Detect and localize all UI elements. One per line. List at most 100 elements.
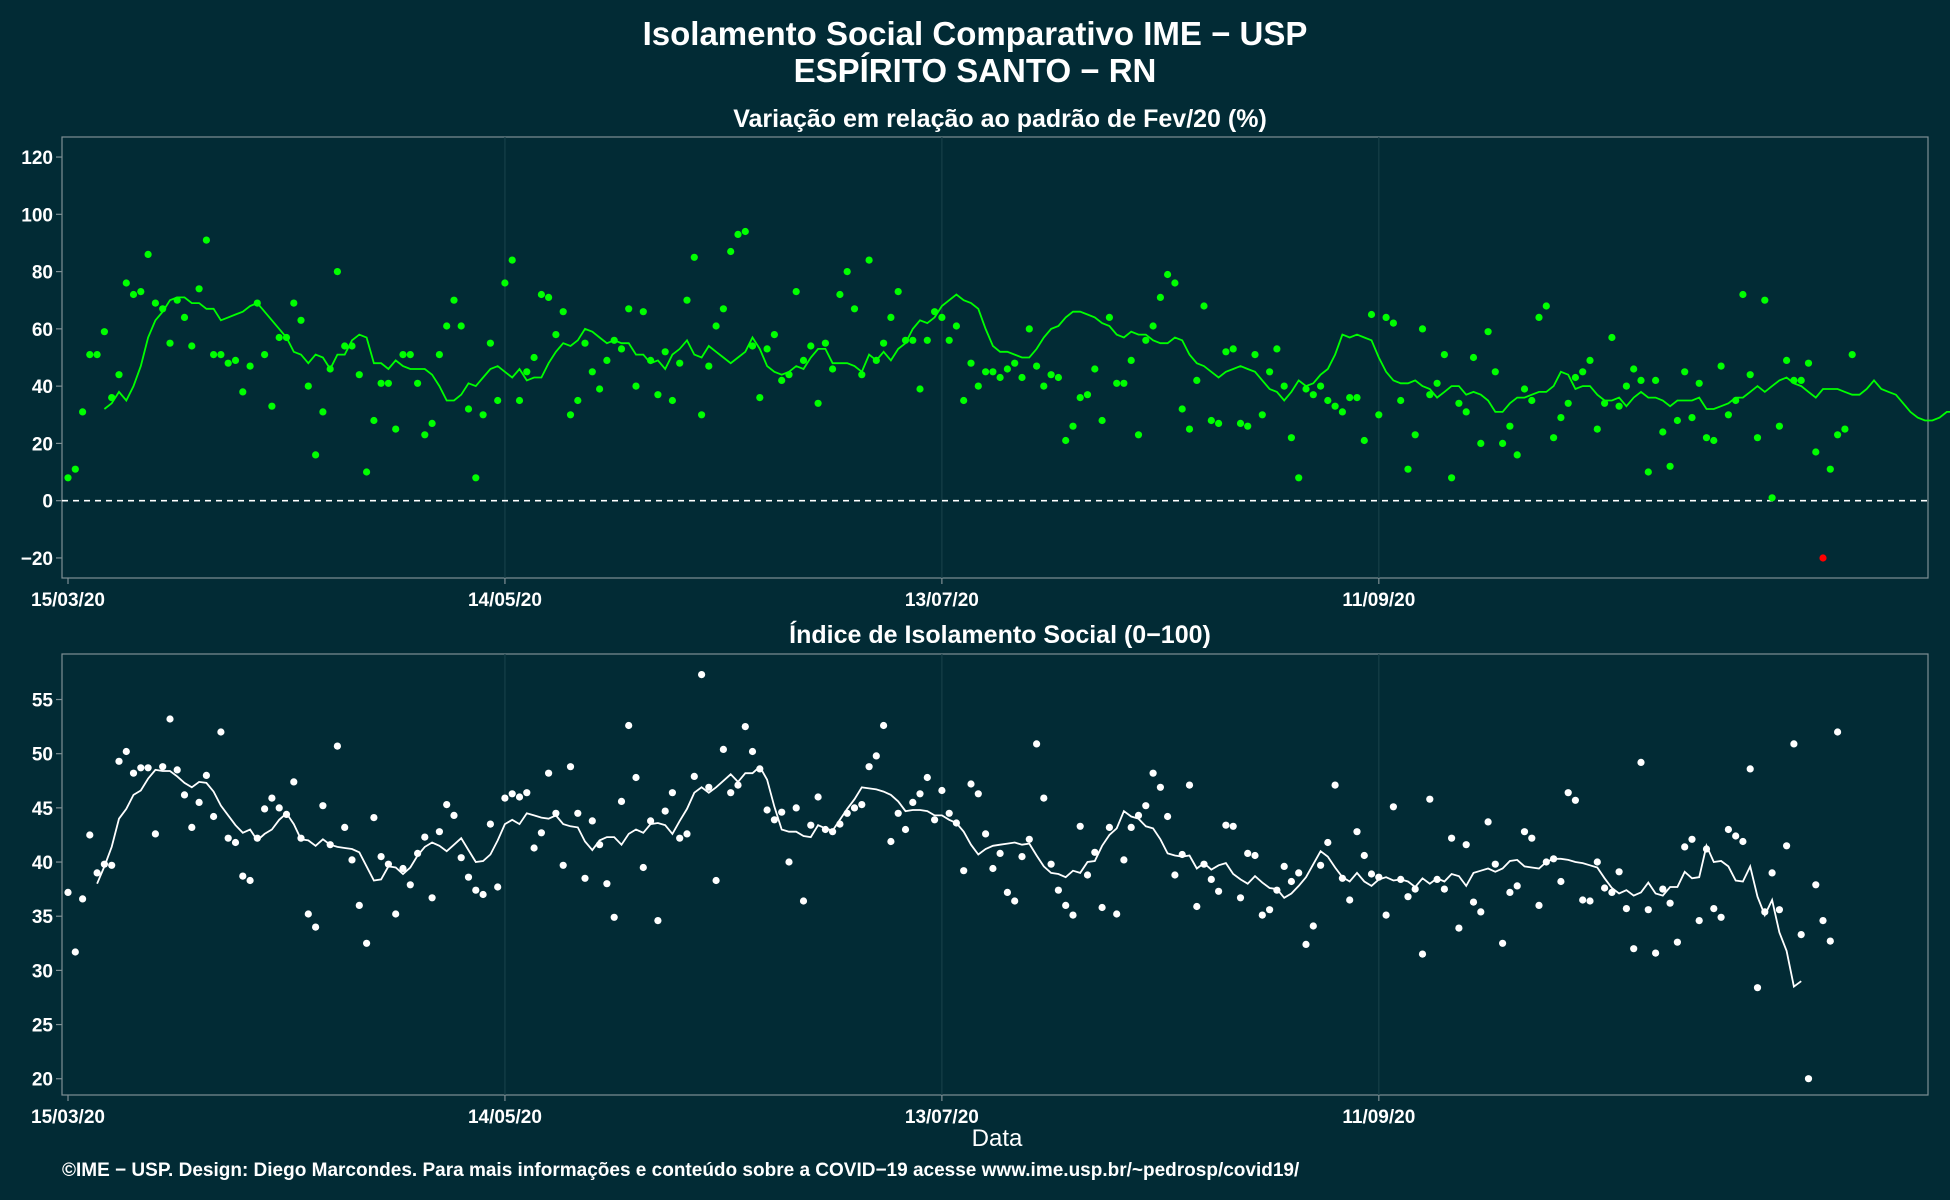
index-data-point: [617, 797, 626, 806]
index-data-point: [1608, 888, 1616, 897]
variation-data-point: [79, 408, 87, 416]
variation-data-point: [297, 316, 305, 324]
index-moving-average-line: [96, 765, 1802, 989]
variation-data-point: [129, 290, 138, 299]
variation-data-point: [1287, 434, 1295, 442]
index-panel-title: Índice de Isolamento Social (0−100): [789, 620, 1211, 649]
variation-data-point: [239, 388, 247, 396]
variation-x-tick-label: 15/03/20: [31, 590, 105, 611]
variation-data-point: [1557, 414, 1565, 422]
variation-data-point: [1375, 411, 1383, 419]
index-data-point: [159, 763, 167, 771]
variation-data-point: [552, 331, 560, 339]
index-data-point: [1120, 856, 1128, 864]
index-data-point: [1003, 888, 1012, 897]
variation-data-point: [632, 382, 640, 390]
index-data-point: [1506, 888, 1514, 897]
variation-data-point: [654, 391, 662, 399]
index-data-point: [1404, 893, 1412, 901]
index-y-tick-label: 40: [32, 853, 53, 874]
index-data-point: [1659, 885, 1667, 893]
index-data-point: [785, 858, 793, 866]
index-data-point: [1528, 834, 1536, 842]
index-data-point: [1134, 811, 1143, 820]
index-data-point: [719, 745, 728, 754]
index-data-point: [173, 766, 181, 774]
index-data-point: [1287, 877, 1295, 886]
index-y-tick-label: 55: [32, 691, 54, 712]
variation-data-point: [938, 313, 946, 321]
variation-data-point: [1025, 325, 1033, 333]
index-data-point: [137, 764, 145, 772]
variation-data-point: [392, 425, 400, 433]
variation-data-point: [1353, 394, 1361, 402]
variation-data-point: [231, 356, 240, 364]
index-data-point: [1113, 910, 1121, 918]
variation-data-point: [1520, 385, 1529, 393]
index-data-point: [1622, 905, 1630, 913]
variation-data-point: [1411, 431, 1419, 439]
variation-data-point: [523, 368, 531, 376]
index-data-point: [1702, 845, 1711, 853]
variation-data-point: [1404, 465, 1412, 473]
index-data-point: [1688, 835, 1696, 843]
index-data-point: [1142, 802, 1150, 810]
variation-data-point: [1812, 448, 1820, 456]
variation-data-point: [501, 279, 509, 287]
index-data-point: [1382, 911, 1390, 919]
index-data-point: [1804, 1075, 1813, 1083]
variation-data-point: [596, 385, 604, 393]
variation-data-point: [450, 296, 458, 304]
variation-x-tick-label: 13/07/20: [905, 590, 979, 611]
variation-data-point: [799, 356, 808, 364]
variation-data-point: [1142, 336, 1150, 344]
index-data-point: [1790, 740, 1798, 748]
variation-data-point: [574, 396, 582, 405]
variation-y-tick-label: 0: [42, 492, 53, 513]
index-data-point: [1346, 896, 1354, 904]
index-data-point: [1491, 860, 1499, 868]
index-data-point: [435, 828, 443, 836]
variation-data-point: [901, 336, 910, 344]
variation-data-point: [1295, 474, 1303, 482]
variation-data-point: [464, 405, 473, 413]
index-data-point: [1266, 906, 1274, 914]
variation-data-point: [1389, 319, 1397, 327]
variation-data-point: [1426, 391, 1434, 399]
variation-data-point: [1499, 439, 1507, 447]
variation-data-point: [1273, 345, 1281, 353]
variation-data-point: [625, 305, 633, 313]
index-data-point: [770, 816, 779, 824]
index-data-point: [1295, 869, 1303, 877]
index-data-point: [319, 802, 327, 810]
variation-data-point: [1215, 419, 1223, 427]
index-data-point: [1550, 855, 1558, 863]
index-data-point: [799, 897, 808, 905]
index-data-point: [414, 849, 422, 858]
variation-data-point: [982, 368, 990, 376]
index-data-point: [508, 790, 516, 798]
variation-data-point: [1244, 422, 1252, 430]
variation-data-point: [683, 296, 691, 304]
variation-data-point: [261, 351, 269, 359]
variation-data-point: [1418, 325, 1427, 333]
index-data-point: [1834, 728, 1842, 736]
variation-data-point: [719, 305, 728, 313]
variation-panel: Variação em relação ao padrão de Fev/20 …: [21, 105, 1950, 611]
variation-moving-average-line: [103, 293, 1950, 422]
variation-data-point: [668, 396, 677, 405]
index-data-point: [1236, 894, 1245, 902]
variation-data-point: [1571, 373, 1579, 382]
variation-data-point: [406, 351, 414, 359]
variation-y-tick-label: 80: [32, 263, 53, 284]
variation-data-point: [872, 356, 880, 364]
index-data-point: [705, 783, 713, 791]
variation-data-point: [377, 379, 385, 387]
index-data-point: [1375, 873, 1383, 881]
variation-data-point: [1579, 368, 1587, 376]
index-data-point: [341, 823, 349, 832]
index-data-point: [727, 789, 735, 797]
index-data-point: [566, 763, 575, 771]
index-data-point: [683, 830, 691, 838]
